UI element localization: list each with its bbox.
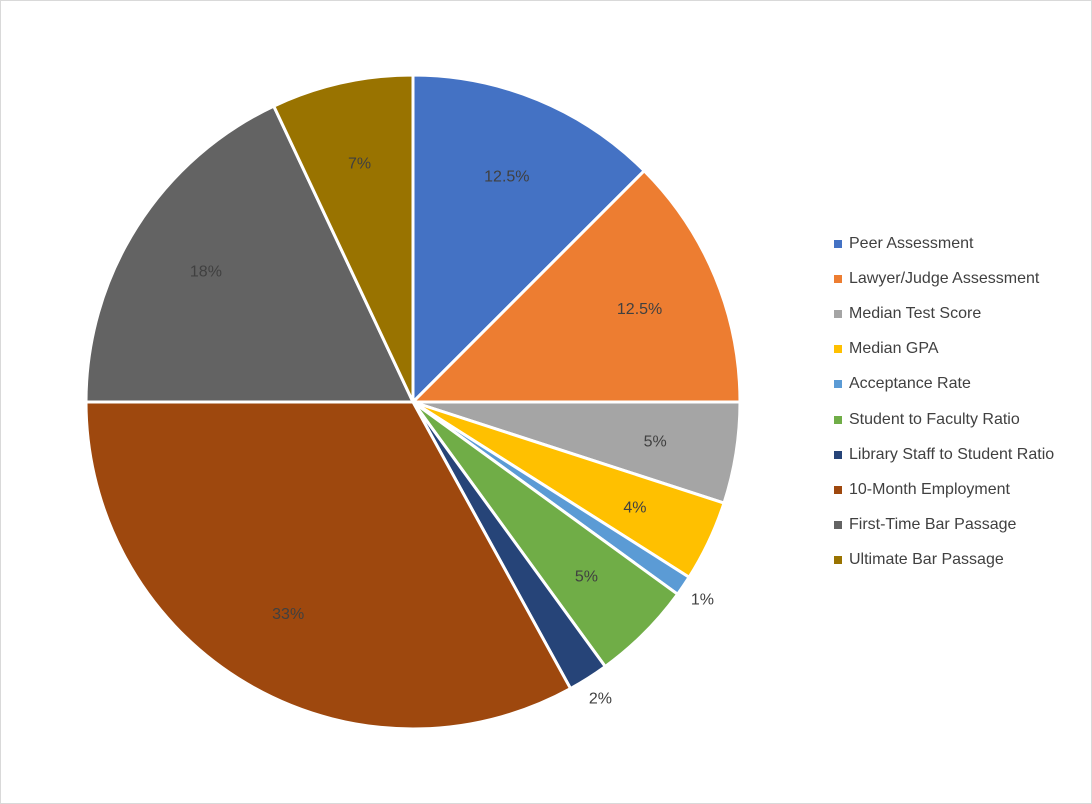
legend-label: Ultimate Bar Passage xyxy=(849,551,1004,569)
legend-label: Acceptance Rate xyxy=(849,375,971,393)
legend-swatch xyxy=(834,380,842,389)
data-label: 7% xyxy=(348,156,371,173)
data-label: 12.5% xyxy=(617,301,662,318)
legend-swatch xyxy=(834,309,842,318)
legend-label: 10-Month Employment xyxy=(849,480,1010,498)
legend-item: Library Staff to Student Ratio xyxy=(834,437,1054,472)
data-label: 5% xyxy=(575,568,598,585)
legend-swatch xyxy=(834,274,842,283)
legend-item: Ultimate Bar Passage xyxy=(834,543,1054,578)
legend-label: Lawyer/Judge Assessment xyxy=(849,269,1040,287)
legend-item: 10-Month Employment xyxy=(834,472,1054,507)
legend-item: Student to Faculty Ratio xyxy=(834,402,1054,437)
data-label: 33% xyxy=(272,606,304,623)
data-label: 18% xyxy=(190,264,222,281)
legend-item: Peer Assessment xyxy=(834,226,1054,261)
pie-slice-lawyer-judge-assessment xyxy=(411,169,742,404)
legend-label: Library Staff to Student Ratio xyxy=(849,445,1055,463)
data-label: 1% xyxy=(691,592,714,609)
legend-label: Median GPA xyxy=(849,340,939,358)
legend-swatch xyxy=(834,485,842,494)
data-label: 4% xyxy=(623,499,646,516)
legend-item: Acceptance Rate xyxy=(834,367,1054,402)
data-label: 12.5% xyxy=(484,168,529,185)
legend-label: Student to Faculty Ratio xyxy=(849,410,1020,428)
legend-swatch xyxy=(834,239,842,248)
legend-swatch xyxy=(834,345,842,354)
pie-slice-first-time-bar-passage xyxy=(84,104,415,404)
legend-label: Median Test Score xyxy=(849,304,982,322)
data-label: 2% xyxy=(589,690,612,707)
legend-item: First-Time Bar Passage xyxy=(834,508,1054,543)
legend-swatch xyxy=(834,521,842,530)
pie-slice-10-month-employment xyxy=(84,400,573,731)
legend-swatch xyxy=(834,450,842,459)
legend-label: First-Time Bar Passage xyxy=(849,516,1017,534)
pie-slice-ultimate-bar-passage xyxy=(272,73,415,404)
legend-label: Peer Assessment xyxy=(849,234,974,252)
legend-item: Lawyer/Judge Assessment xyxy=(834,261,1054,296)
legend-item: Median GPA xyxy=(834,332,1054,367)
pie-slice-peer-assessment xyxy=(411,73,646,404)
legend-swatch xyxy=(834,556,842,565)
data-label: 5% xyxy=(644,433,667,450)
legend-item: Median Test Score xyxy=(834,296,1054,331)
legend-swatch xyxy=(834,415,842,424)
chart-legend: Peer Assessment Lawyer/Judge Assessment Me… xyxy=(834,226,1054,578)
